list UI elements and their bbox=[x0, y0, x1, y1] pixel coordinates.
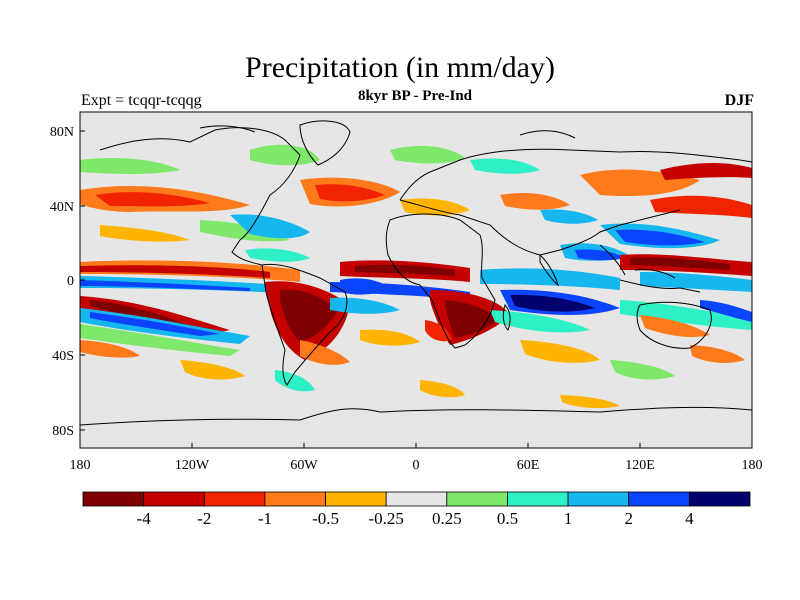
colorbar-swatch bbox=[203, 491, 266, 507]
x-tick-label: 60E bbox=[517, 458, 540, 473]
x-tick-label: 180 bbox=[742, 458, 763, 473]
colorbar-labels: -4 -2 -1 -0.5 -0.25 0.25 0.5 1 2 4 bbox=[137, 509, 695, 528]
colorbar-swatch bbox=[82, 491, 145, 507]
colorbar-label: -1 bbox=[258, 509, 272, 528]
y-tick-label: 40S bbox=[52, 349, 74, 364]
precipitation-anomaly-field bbox=[80, 144, 752, 409]
colorbar-label: 2 bbox=[624, 509, 633, 528]
y-tick-label: 40N bbox=[50, 200, 74, 215]
colorbar-label: -0.25 bbox=[368, 509, 403, 528]
y-tick-label: 80N bbox=[50, 125, 74, 140]
colorbar bbox=[82, 491, 751, 507]
colorbar-label: -0.5 bbox=[312, 509, 339, 528]
colorbar-swatch bbox=[446, 491, 508, 507]
colorbar-label: 0.25 bbox=[432, 509, 462, 528]
x-tick-label: 120E bbox=[625, 458, 655, 473]
colorbar-swatch bbox=[325, 491, 387, 507]
colorbar-swatch bbox=[628, 491, 690, 507]
colorbar-label: 0.5 bbox=[497, 509, 518, 528]
period-label: 8kyr BP - Pre-Ind bbox=[357, 88, 473, 104]
x-tick-label: 60W bbox=[290, 458, 318, 473]
x-tick-label: 120W bbox=[175, 458, 210, 473]
y-tick-label: 80S bbox=[52, 424, 74, 439]
y-tick-label: 0 bbox=[67, 274, 74, 289]
colorbar-swatch bbox=[143, 491, 205, 507]
colorbar-swatch bbox=[507, 491, 569, 507]
axis-ticks bbox=[79, 130, 753, 448]
season-label: DJF bbox=[724, 92, 754, 109]
colorbar-swatch bbox=[264, 491, 326, 507]
y-axis-labels: 80N 40N 0 40S 80S bbox=[50, 125, 74, 439]
experiment-label: Expt = tcqqr-tcqqg bbox=[81, 92, 202, 109]
x-tick-label: 180 bbox=[70, 458, 91, 473]
colorbar-label: -2 bbox=[197, 509, 211, 528]
x-axis-labels: 180 120W 60W 0 60E 120E 180 bbox=[70, 458, 763, 473]
colorbar-swatch bbox=[385, 491, 448, 507]
colorbar-swatch bbox=[688, 491, 751, 507]
colorbar-label: -4 bbox=[137, 509, 152, 528]
colorbar-label: 4 bbox=[685, 509, 694, 528]
colorbar-label: 1 bbox=[564, 509, 573, 528]
x-tick-label: 0 bbox=[413, 458, 420, 473]
map-title: Precipitation (in mm/day) bbox=[245, 51, 555, 84]
colorbar-swatch bbox=[567, 491, 630, 507]
coastlines bbox=[80, 120, 752, 426]
